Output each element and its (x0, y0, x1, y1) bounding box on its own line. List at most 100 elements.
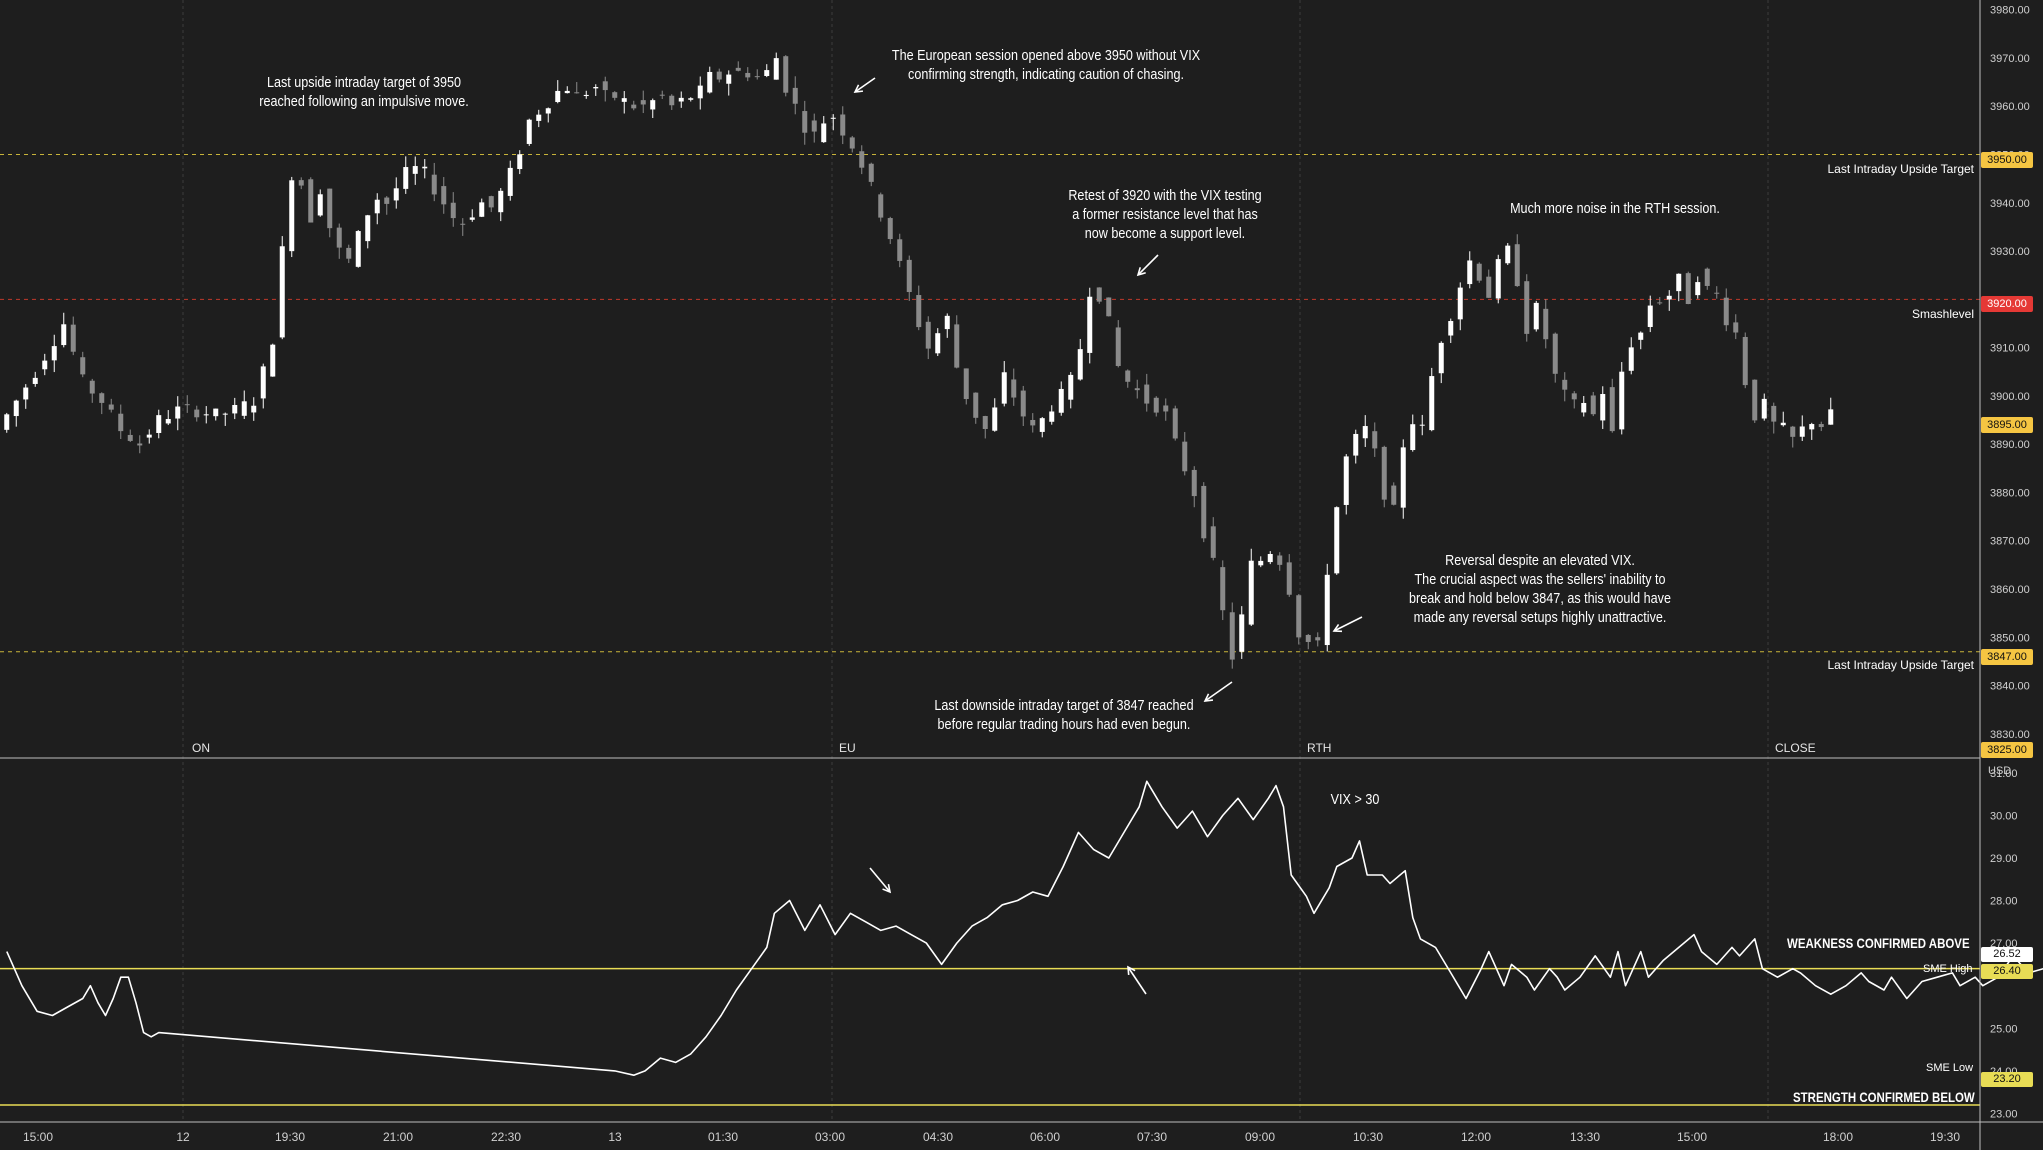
time-tick-label: 12:00 (1461, 1130, 1491, 1144)
candle-body (1771, 405, 1777, 422)
price-tag-3825: 3825.00 (1981, 742, 2033, 758)
time-tick-label: 09:00 (1245, 1130, 1275, 1144)
arrow-vix-support-head (1127, 965, 1136, 976)
time-tick-label: 19:30 (1930, 1130, 1960, 1144)
candle-body (1761, 398, 1767, 419)
vix-line-group (6, 780, 2043, 1076)
candle-body (1733, 322, 1739, 333)
candle-body (992, 407, 998, 431)
candle-body (279, 246, 285, 338)
candle-body (1562, 379, 1568, 390)
candle-body (1619, 371, 1625, 430)
candle-body (1486, 276, 1492, 298)
candle-body (1581, 402, 1587, 413)
candle-body (1096, 287, 1102, 302)
candle-body (1182, 441, 1188, 472)
candles (4, 52, 1834, 669)
candle-body (1524, 281, 1530, 334)
candle-body (1400, 447, 1406, 508)
candle-body (1011, 379, 1017, 398)
candle-body (327, 188, 333, 229)
vix-sme-low-tag: 23.20 (1981, 1072, 2033, 1087)
candle-body (118, 413, 124, 432)
candle-body (849, 137, 855, 149)
candle-body (1039, 418, 1045, 432)
candle-body (707, 71, 713, 93)
arrow-retest (1137, 254, 1159, 276)
time-tick-label: 12 (176, 1130, 190, 1144)
candle-body (1752, 379, 1758, 421)
time-tick-label: 15:00 (23, 1130, 53, 1144)
arrow-vix-low-head (882, 883, 892, 894)
vix-unit-label: USD (1988, 765, 2012, 777)
candle-body (1419, 424, 1425, 426)
candle-body (431, 174, 437, 195)
candle-body (1657, 302, 1663, 304)
annotation-downside-target: Last downside intraday target of 3847 re… (934, 697, 1194, 733)
time-tick-label: 10:30 (1353, 1130, 1383, 1144)
candle-body (137, 443, 143, 446)
price-tick-label: 3970.00 (1990, 53, 2030, 65)
candle-body (23, 387, 29, 400)
candle-body (308, 179, 314, 223)
candle-body (1372, 431, 1378, 449)
vix-above-30-label: VIX > 30 (1330, 791, 1380, 808)
candle-body (1163, 405, 1169, 412)
candle-body (1714, 292, 1720, 294)
candle-body (1267, 554, 1273, 563)
candle-body (1362, 426, 1368, 439)
price-tick-label: 3850.00 (1990, 632, 2030, 644)
candle-body (165, 419, 171, 424)
sme-high-label: SME High (1923, 963, 1973, 975)
vix-tick-label: 31.00 (1990, 768, 2018, 780)
arrow-reversal-head (1332, 623, 1343, 633)
candle-body (935, 333, 941, 354)
candle-body (1172, 408, 1178, 439)
level-label-smashlevel: Smashlevel (1911, 307, 1974, 321)
candle-body (1334, 507, 1340, 574)
session-label-eu: EU (839, 741, 856, 755)
candle-body (906, 259, 912, 293)
candle-body (640, 100, 646, 105)
candle-body (526, 119, 532, 144)
candle-body (1049, 411, 1055, 422)
candle-body (13, 400, 19, 417)
candle-body (1828, 409, 1834, 425)
candle-body (498, 190, 504, 213)
candle-body (1315, 637, 1321, 641)
arrow-vix-support (1127, 966, 1147, 995)
candle-body (1742, 336, 1748, 386)
vix-tick-label: 25.00 (1990, 1023, 2018, 1035)
time-tick-label: 15:00 (1677, 1130, 1707, 1144)
candle-body (954, 324, 960, 368)
candle-body (1628, 347, 1634, 371)
candle-body (1020, 390, 1026, 417)
time-tick-label: 03:00 (815, 1130, 845, 1144)
strength-confirmed-label: STRENGTH CONFIRMED BELOW (1793, 1089, 1975, 1105)
candle-body (754, 76, 760, 78)
candle-body (536, 114, 542, 121)
candle-body (1638, 332, 1644, 340)
vix-tick-label: 28.00 (1990, 896, 2018, 908)
candle-body (1353, 433, 1359, 456)
candle-body (289, 180, 295, 252)
candle-body (89, 380, 95, 394)
annotation-arrows (853, 77, 1363, 995)
arrow-eu-session-head (853, 84, 864, 93)
candle-body (42, 360, 48, 370)
candle-body (441, 186, 447, 205)
candle-body (878, 194, 884, 218)
grid (182, 0, 1769, 1122)
candle-body (260, 366, 266, 399)
candle-body (1068, 374, 1074, 400)
arrow-reversal (1333, 616, 1363, 632)
annotation-european-session: The European session opened above 3950 w… (891, 47, 1201, 83)
candle-body (944, 315, 950, 330)
candle-body (1780, 422, 1786, 426)
candle-body (811, 120, 817, 132)
candle-body (422, 166, 428, 169)
candle-body (1277, 555, 1283, 565)
candle-body (317, 194, 323, 216)
candle-body (1305, 634, 1311, 642)
